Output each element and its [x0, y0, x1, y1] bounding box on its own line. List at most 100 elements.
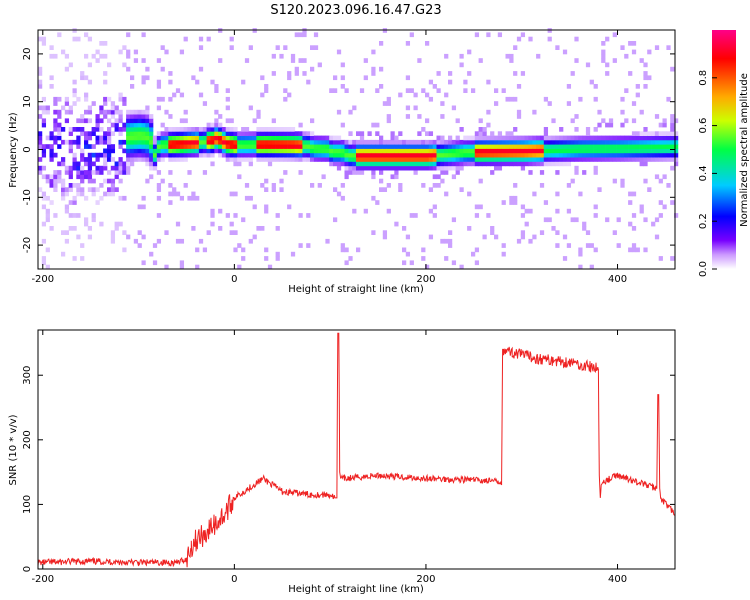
spectrogram-cell: [451, 148, 457, 154]
spectrogram-cell: [505, 161, 510, 167]
spectrogram-cell: [76, 127, 81, 132]
spectrogram-cell: [551, 152, 556, 158]
spectrogram-cell: [306, 139, 311, 145]
spectrogram-cell: [64, 109, 70, 115]
spectrogram-cell: [578, 152, 583, 158]
spectrogram-cell: [555, 45, 560, 50]
spectrogram-cell: [589, 79, 594, 85]
spectrogram-cell: [539, 157, 545, 162]
spectrogram-cell: [72, 152, 77, 158]
spectrogram-cell: [578, 247, 583, 253]
spectrogram-cell: [187, 148, 192, 154]
spectrogram-cell: [191, 139, 196, 145]
spectrogram-cell: [532, 191, 537, 197]
spectrogram-cell: [95, 170, 100, 175]
spectrogram-cell: [141, 148, 146, 154]
spectrogram-cell: [543, 217, 549, 223]
spectrogram-cell: [294, 139, 299, 145]
spectrogram-cell: [451, 157, 457, 162]
spectrogram-cell: [279, 148, 284, 154]
spectrogram-cell: [635, 92, 640, 98]
spectrogram-cell: [356, 148, 361, 154]
spectrogram-cell: [528, 170, 533, 175]
spectrogram-cell: [666, 139, 671, 145]
spectrogram-cell: [164, 131, 169, 136]
spectrogram-cell: [61, 178, 66, 184]
spectrogram-cell: [654, 174, 660, 180]
spectrogram-cell: [601, 58, 606, 63]
spectrogram-cell: [513, 139, 518, 145]
spectrogram-cell: [413, 161, 418, 167]
spectrogram-cell: [244, 58, 250, 63]
spectrogram-cell: [126, 234, 131, 240]
spectrogram-cell: [41, 260, 47, 266]
spectrogram-cell: [38, 84, 43, 89]
spectrogram-cell: [356, 152, 361, 158]
spectrogram-cell: [287, 144, 292, 149]
spectrogram-cell: [394, 174, 399, 180]
spectrogram-cell: [428, 165, 434, 171]
spectrogram-cell: [248, 135, 253, 141]
spectrogram-cell: [643, 157, 648, 162]
spectrogram-cell: [639, 58, 644, 63]
spectrogram-cell: [428, 187, 434, 192]
spectrogram-cell: [229, 148, 234, 154]
spectrogram-cell: [225, 157, 230, 162]
spectrogram-cell: [99, 118, 104, 124]
spectrogram-cell: [91, 217, 96, 223]
spectrogram-cell: [103, 101, 108, 106]
spectrogram-cell: [570, 144, 575, 149]
spectrogram-cell: [616, 139, 621, 145]
spectrogram-cell: [371, 174, 376, 180]
spectrogram-cell: [593, 165, 598, 171]
spectrogram-cell: [72, 127, 77, 132]
spectrogram-cell: [294, 66, 299, 72]
spectrogram-cell: [248, 238, 253, 244]
spectrogram-cell: [394, 135, 399, 141]
spectrogram-cell: [490, 157, 495, 162]
spectrogram-cell: [654, 114, 660, 119]
spectrogram-cell: [179, 131, 185, 136]
spectrogram-cell: [76, 139, 81, 145]
spectrogram-cell: [566, 157, 572, 162]
spectrogram-xtick-label: -200: [31, 274, 54, 285]
spectrogram-cell: [628, 148, 633, 154]
spectrogram-cell: [80, 157, 85, 162]
spectrogram-cell: [287, 157, 292, 162]
spectrogram-cell: [110, 109, 116, 115]
spectrogram-cell: [168, 127, 173, 132]
spectrogram-cell: [516, 84, 522, 89]
spectrogram-cell: [436, 183, 441, 188]
spectrogram-cell: [49, 144, 54, 149]
spectrogram-cell: [402, 139, 407, 145]
spectrogram-cell: [175, 157, 181, 162]
spectrogram-cell: [482, 152, 487, 158]
spectrogram-cell: [38, 187, 43, 192]
spectrogram-cell: [72, 183, 77, 188]
spectrogram-cell: [310, 118, 315, 124]
spectrogram-cell: [41, 144, 47, 149]
spectrogram-cell: [275, 45, 280, 50]
spectrogram-cell: [440, 144, 445, 149]
spectrogram-cell: [379, 66, 384, 72]
spectrogram-cell: [68, 127, 73, 132]
spectrogram-cell: [95, 135, 100, 141]
spectrogram-cell: [436, 71, 441, 76]
spectrogram-cell: [248, 161, 253, 167]
spectrogram-cell: [425, 157, 430, 162]
spectrogram-cell: [582, 144, 587, 149]
spectrogram-cell: [218, 226, 223, 231]
spectrogram-cell: [241, 152, 246, 158]
spectrogram-cell: [444, 238, 449, 244]
spectrogram-cell: [543, 131, 549, 136]
spectrogram-cell: [183, 148, 188, 154]
spectrogram-cell: [539, 139, 545, 145]
spectrogram-cell: [666, 152, 671, 158]
spectrogram-cell: [639, 152, 644, 158]
spectrogram-cell: [103, 96, 108, 102]
spectrogram-cell: [145, 122, 150, 128]
spectrogram-cell: [260, 92, 265, 98]
spectrogram-cell: [87, 170, 93, 175]
spectrogram-cell: [336, 161, 342, 167]
spectrogram-cell: [658, 144, 663, 149]
